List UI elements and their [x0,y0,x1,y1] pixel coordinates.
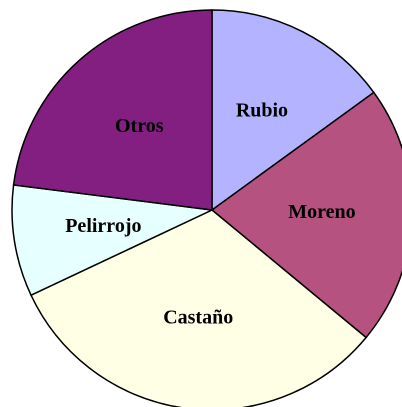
slice-label: Rubio [236,100,288,122]
slice-label: Castaño [163,307,233,329]
pie-slice [12,9,213,211]
slice-label: Moreno [288,201,355,223]
slice-label: Otros [115,115,164,137]
pie-slice [210,91,402,339]
slice-label: Pelirrojo [65,215,141,237]
pie-slice [211,9,375,212]
pie-slice [11,184,215,297]
pie-slice [30,209,368,407]
